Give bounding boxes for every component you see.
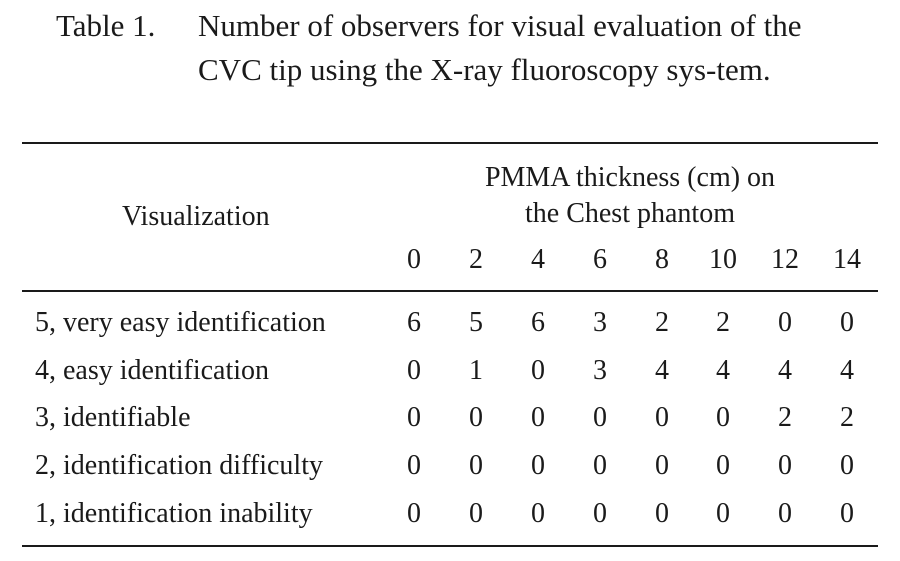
table-cell: 0 — [716, 450, 730, 481]
thickness-header-cell: 2 — [469, 244, 483, 275]
table-cell: 4 — [655, 355, 669, 386]
table-caption: Table 1. Number of observers for visual … — [56, 4, 856, 92]
row-label: 4, easy identification — [35, 355, 270, 386]
table-cell: 3 — [593, 307, 607, 338]
table-cell: 0 — [778, 307, 792, 338]
column-group-header-line1: PMMA thickness (cm) on — [484, 162, 776, 193]
table-header-rule — [22, 290, 878, 292]
table-cell: 0 — [655, 498, 669, 529]
table-cell: 4 — [778, 355, 792, 386]
thickness-header-cell: 6 — [593, 244, 607, 275]
table-cell: 2 — [655, 307, 669, 338]
table-cell: 0 — [716, 498, 730, 529]
table-cell: 6 — [531, 307, 545, 338]
table-cell: 0 — [778, 450, 792, 481]
table-top-rule — [22, 142, 878, 144]
thickness-header-cell: 14 — [833, 244, 861, 275]
table-cell: 1 — [469, 355, 483, 386]
thickness-header-cell: 12 — [771, 244, 799, 275]
thickness-header-cell: 4 — [531, 244, 545, 275]
table-cell: 0 — [593, 402, 607, 433]
column-group-header-line2: the Chest phantom — [525, 198, 735, 229]
table-cell: 0 — [407, 450, 421, 481]
table-cell: 0 — [407, 355, 421, 386]
table-cell: 3 — [593, 355, 607, 386]
table-cell: 0 — [531, 498, 545, 529]
table-cell: 5 — [469, 307, 483, 338]
table-cell: 0 — [655, 450, 669, 481]
table-cell: 0 — [407, 498, 421, 529]
row-label: 3, identifiable — [35, 402, 191, 433]
table-cell: 0 — [655, 402, 669, 433]
table-cell: 0 — [469, 402, 483, 433]
table-cell: 0 — [407, 402, 421, 433]
row-label: 5, very easy identification — [35, 307, 326, 338]
table-cell: 2 — [778, 402, 792, 433]
row-header-visualization: Visualization — [122, 201, 270, 232]
table-cell: 2 — [840, 402, 854, 433]
table-cell: 0 — [469, 498, 483, 529]
table-cell: 0 — [593, 498, 607, 529]
table-cell: 4 — [840, 355, 854, 386]
table-cell: 0 — [593, 450, 607, 481]
table-cell: 0 — [840, 450, 854, 481]
table-cell: 2 — [716, 307, 730, 338]
table-cell: 6 — [407, 307, 421, 338]
table-cell: 4 — [716, 355, 730, 386]
table-cell: 0 — [840, 307, 854, 338]
table-cell: 0 — [531, 355, 545, 386]
caption-label: Table 1. — [56, 8, 156, 43]
table-cell: 0 — [716, 402, 730, 433]
row-label: 2, identification difficulty — [35, 450, 323, 481]
caption-text: Number of observers for visual evaluatio… — [198, 8, 802, 87]
thickness-header-cell: 0 — [407, 244, 421, 275]
table-cell: 0 — [778, 498, 792, 529]
table-cell: 0 — [469, 450, 483, 481]
row-label: 1, identification inability — [35, 498, 313, 529]
table-cell: 0 — [531, 402, 545, 433]
thickness-header-cell: 10 — [709, 244, 737, 275]
thickness-header-cell: 8 — [655, 244, 669, 275]
table-cell: 0 — [531, 450, 545, 481]
table-cell: 0 — [840, 498, 854, 529]
table-bottom-rule — [22, 545, 878, 547]
